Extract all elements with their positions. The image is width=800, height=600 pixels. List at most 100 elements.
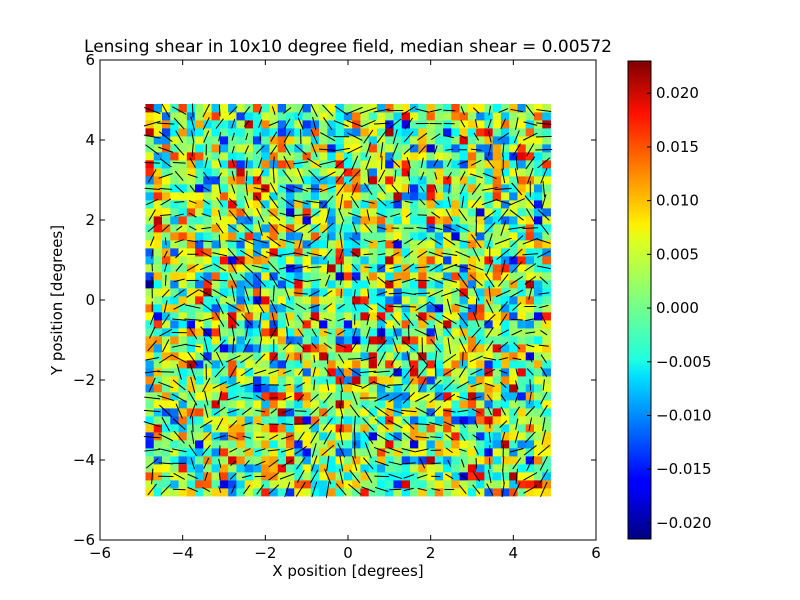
heatmap-cell	[244, 384, 254, 393]
heatmap-cell	[542, 360, 551, 369]
heatmap-cell	[393, 328, 403, 337]
heatmap-cell	[170, 240, 179, 249]
shear-whisker	[245, 182, 248, 196]
heatmap-cell	[451, 304, 460, 313]
heatmap-cell	[451, 312, 460, 321]
heatmap-cell	[360, 200, 370, 209]
heatmap-cell	[310, 152, 320, 161]
heatmap-cell	[162, 144, 171, 153]
heatmap-cell	[500, 480, 510, 489]
heatmap-cell	[195, 176, 204, 185]
heatmap-cell	[327, 288, 336, 297]
heatmap-cell	[484, 344, 494, 353]
heatmap-cell	[393, 288, 403, 297]
heatmap-cell	[467, 136, 477, 145]
heatmap-cell	[517, 384, 527, 393]
heatmap-cell	[211, 448, 221, 457]
heatmap-cell	[401, 424, 411, 433]
shear-whisker	[258, 312, 262, 327]
shear-whisker	[386, 408, 404, 415]
heatmap-cell	[310, 400, 320, 409]
heatmap-cell	[500, 384, 510, 393]
shear-whisker	[455, 239, 471, 244]
heatmap-cell	[418, 120, 427, 129]
heatmap-cell	[327, 360, 336, 369]
shear-whisker	[474, 119, 478, 128]
heatmap-cell	[368, 288, 378, 297]
heatmap-cell	[186, 296, 196, 305]
shear-whisker	[340, 288, 342, 299]
heatmap-cell	[385, 360, 394, 369]
heatmap-cell	[401, 256, 411, 265]
heatmap-cell	[145, 416, 155, 425]
heatmap-cell	[534, 440, 543, 449]
heatmap-cell	[319, 264, 328, 273]
heatmap-cell	[360, 144, 370, 153]
heatmap-cell	[542, 128, 551, 137]
heatmap-cell	[327, 152, 336, 161]
heatmap-cell	[443, 480, 452, 489]
heatmap-cell	[467, 216, 477, 225]
shear-whisker	[522, 227, 539, 229]
heatmap-cell	[393, 256, 403, 265]
heatmap-cell	[228, 232, 237, 241]
heatmap-cell	[476, 432, 485, 441]
heatmap-cell	[244, 200, 254, 209]
heatmap-cell	[302, 448, 312, 457]
shear-whisker	[284, 481, 291, 498]
heatmap-cell	[219, 344, 229, 353]
shear-whisker	[293, 265, 309, 270]
heatmap-cell	[335, 360, 345, 369]
shear-whisker	[296, 469, 305, 484]
heatmap-cell	[443, 304, 452, 313]
shear-whisker	[218, 184, 221, 194]
heatmap-cell	[509, 312, 518, 321]
heatmap-cell	[269, 264, 279, 273]
heatmap-cell	[211, 200, 221, 209]
heatmap-cell	[327, 376, 336, 385]
heatmap-cell	[203, 176, 212, 185]
heatmap-cell	[219, 168, 229, 177]
heatmap-cell	[145, 288, 155, 297]
heatmap-cell	[277, 440, 287, 449]
shear-whisker	[279, 252, 296, 256]
heatmap-cell	[368, 184, 378, 193]
heatmap-cell	[277, 232, 287, 241]
heatmap-cell	[451, 176, 460, 185]
heatmap-cell	[211, 296, 221, 305]
heatmap-cell	[269, 192, 279, 201]
heatmap-cell	[517, 152, 527, 161]
shear-whisker	[528, 287, 533, 300]
heatmap-cell	[451, 160, 460, 169]
heatmap-cell	[203, 296, 212, 305]
heatmap-cell	[252, 336, 262, 345]
heatmap-cell	[319, 472, 328, 481]
heatmap-cell	[228, 104, 237, 113]
heatmap-cell	[219, 328, 229, 337]
heatmap-cell	[525, 432, 535, 441]
heatmap-cell	[360, 272, 370, 281]
heatmap-cell	[203, 216, 212, 225]
heatmap-cell	[186, 408, 196, 417]
heatmap-cell	[228, 192, 237, 201]
heatmap-cell	[484, 432, 494, 441]
shear-whisker	[497, 329, 509, 337]
shear-whisker	[500, 394, 507, 402]
heatmap-cell	[244, 376, 254, 385]
heatmap-cell	[476, 128, 485, 137]
shear-whisker	[323, 318, 332, 322]
shear-whisker	[171, 393, 187, 403]
shear-whisker	[415, 302, 430, 311]
heatmap-cell	[170, 184, 179, 193]
shear-whisker	[512, 302, 522, 311]
heatmap-cell	[294, 440, 303, 449]
shear-whisker	[267, 449, 280, 452]
heatmap-cell	[385, 488, 394, 497]
heatmap-cell	[252, 384, 262, 393]
heatmap-cell	[294, 136, 303, 145]
heatmap-cell	[476, 384, 485, 393]
shear-whisker	[363, 430, 374, 445]
shear-whisker	[527, 167, 534, 184]
heatmap-cell	[443, 280, 452, 289]
heatmap-cell	[277, 176, 287, 185]
